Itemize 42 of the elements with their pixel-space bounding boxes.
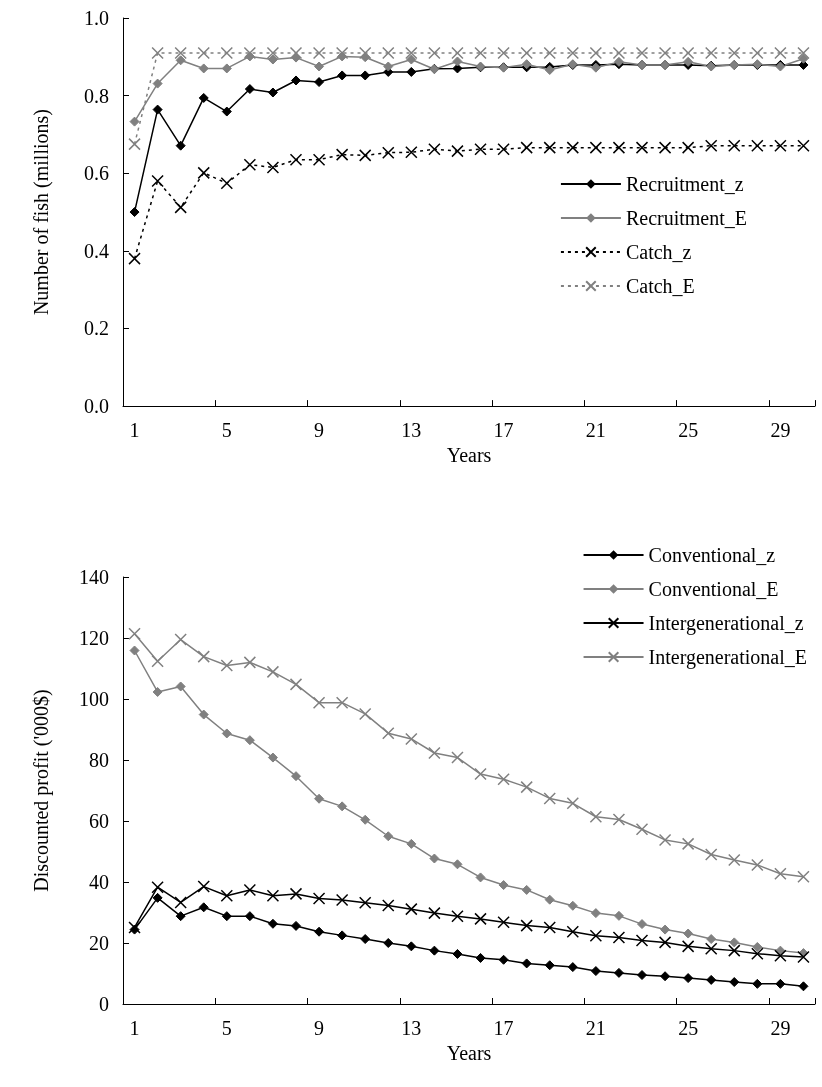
x-tick-label: 29 [770, 1017, 791, 1039]
x-tick-label: 21 [585, 1017, 606, 1039]
x-tick-label: 21 [585, 419, 606, 442]
legend-label: Conventional_z [648, 544, 776, 566]
y-tick-label: 0.4 [84, 239, 109, 262]
y-tick-label: 0.0 [84, 395, 109, 418]
x-tick-label: 25 [678, 1017, 699, 1039]
y-axis-title: Number of fish (millions) [30, 109, 53, 316]
y-tick-label: 0.2 [84, 317, 109, 340]
x-tick-label: 5 [221, 1017, 232, 1039]
y-tick-label: 0.6 [84, 162, 109, 185]
y-tick-label: 40 [89, 871, 109, 893]
x-tick-label: 25 [678, 419, 699, 442]
x-tick-label: 13 [401, 419, 422, 442]
y-tick-label: 20 [89, 932, 109, 954]
legend-label: Intergenerational_E [648, 646, 808, 669]
x-tick-label: 5 [221, 419, 232, 442]
legend-label: Intergenerational_z [648, 612, 804, 635]
legend-label: Recruitment_z [625, 173, 744, 195]
x-tick-label: 17 [493, 419, 514, 442]
x-axis-title: Years [446, 444, 492, 466]
legend-label: Recruitment_E [625, 207, 747, 229]
x-tick-label: 9 [314, 419, 325, 442]
x-tick-label: 17 [493, 1017, 514, 1039]
x-tick-label: 9 [314, 1017, 325, 1039]
legend-label: Conventional_E [648, 578, 779, 600]
y-axis-title: Discounted profit ('000$) [30, 689, 53, 892]
legend-label: Catch_E [625, 275, 695, 297]
y-tick-label: 100 [79, 688, 109, 710]
y-tick-label: 0 [99, 993, 109, 1015]
x-axis-title: Years [446, 1041, 492, 1064]
x-tick-label: 1 [129, 1017, 140, 1039]
x-tick-label: 1 [129, 419, 140, 442]
x-tick-label: 13 [401, 1017, 422, 1039]
y-tick-label: 0.8 [84, 84, 109, 107]
y-tick-label: 1.0 [84, 7, 109, 29]
x-tick-label: 29 [770, 419, 791, 442]
y-tick-label: 140 [79, 566, 109, 588]
y-tick-label: 60 [89, 810, 109, 832]
y-tick-label: 120 [79, 627, 109, 649]
y-tick-label: 80 [89, 749, 109, 771]
legend-label: Catch_z [625, 241, 692, 263]
